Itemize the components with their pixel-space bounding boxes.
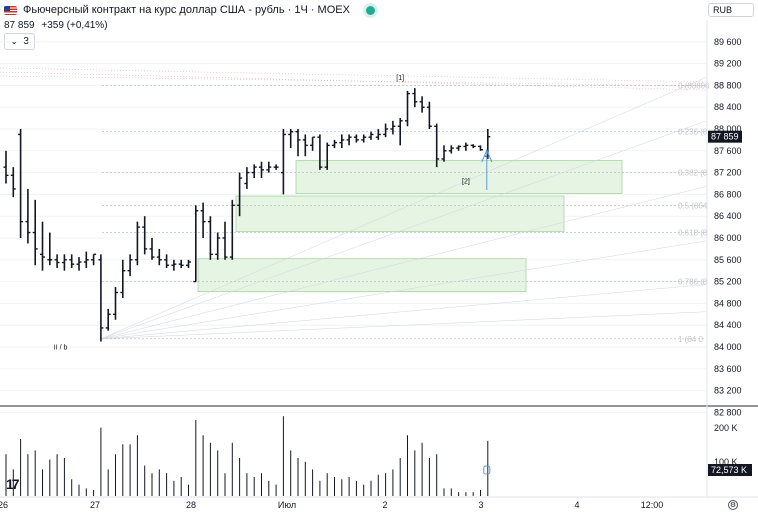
price-tick-label: 88 000: [714, 124, 742, 134]
price-tick-label: 88 400: [714, 102, 742, 112]
demand-zone: [197, 258, 527, 293]
fan-line: [100, 120, 707, 340]
wave-label: II / b: [54, 345, 68, 352]
fib-level-label: 0.382 (8: [678, 169, 708, 178]
fan-line: [100, 311, 707, 340]
event-marker-icon: [483, 465, 491, 475]
time-tick-label: 2: [382, 500, 387, 510]
last-price-marker: [708, 130, 742, 143]
resistance-line: [0, 71, 707, 91]
time-tick-label: 3: [478, 500, 483, 510]
price-tick-label: 84 400: [714, 320, 742, 330]
fib-level-label: 0.786 (8: [678, 278, 708, 287]
fib-level-label: 1 (84 0: [678, 335, 703, 344]
tradingview-logo-icon[interactable]: 17: [6, 476, 20, 492]
time-tick-label: Июл: [278, 500, 296, 510]
fib-level-label: 0.236 (8: [678, 128, 708, 137]
demand-zone: [235, 195, 565, 233]
wave-label: [2]: [462, 179, 470, 186]
fib-level-label: 0.618 (8: [678, 229, 708, 238]
volume-tick-label: 100 K: [714, 457, 738, 467]
gear-icon[interactable]: ⚙: [728, 500, 738, 510]
price-tick-label: 87 600: [714, 146, 742, 156]
price-tick-label: 88 800: [714, 80, 742, 90]
market-open-status-icon[interactable]: [365, 5, 375, 15]
volume-tick-label: 200 K: [714, 423, 738, 433]
price-summary: 87 859 +359 (+0,41%): [4, 20, 108, 31]
currency-selector[interactable]: RUB: [708, 3, 754, 17]
time-tick-label: 12:00: [641, 500, 664, 510]
price-tick-label: 85 200: [714, 277, 742, 287]
last-price-label: 87 859: [711, 132, 739, 142]
price-tick-label: 86 000: [714, 233, 742, 243]
fib-level-label: 0 (88806: [678, 81, 710, 90]
demand-zone: [295, 160, 623, 194]
fan-line: [100, 77, 707, 340]
price-tick-label: 87 200: [714, 168, 742, 178]
price-tick-label: 89 600: [714, 37, 742, 47]
time-tick-label: 27: [90, 500, 100, 510]
price-change: +359 (+0,41%): [41, 20, 108, 31]
chart-header: Фьючерсный контракт на курс доллар США -…: [0, 0, 700, 50]
price-tick-label: 82 800: [714, 407, 742, 417]
resistance-line: [0, 75, 707, 87]
time-tick-label: 28: [186, 500, 196, 510]
fan-line: [100, 284, 707, 340]
fan-line: [100, 240, 707, 340]
last-price: 87 859: [4, 20, 35, 31]
price-tick-label: 89 200: [714, 59, 742, 69]
fan-line: [100, 186, 707, 340]
arrow-head: [481, 148, 493, 163]
fib-level-label: 0.5 (864: [678, 201, 708, 210]
price-tick-label: 83 600: [714, 364, 742, 374]
price-tick-label: 83 200: [714, 386, 742, 396]
price-tick-label: 86 400: [714, 211, 742, 221]
resistance-line: [0, 67, 707, 83]
last-volume-marker: [708, 464, 752, 476]
price-tick-label: 85 600: [714, 255, 742, 265]
price-tick-label: 84 800: [714, 298, 742, 308]
symbol-title[interactable]: Фьючерсный контракт на курс доллар США -…: [23, 4, 350, 16]
price-tick-label: 84 000: [714, 342, 742, 352]
symbol-title-row[interactable]: Фьючерсный контракт на курс доллар США -…: [4, 4, 375, 16]
wave-label: [1]: [396, 75, 404, 82]
last-volume-label: 72,573 K: [711, 465, 747, 475]
time-tick-label: 26: [0, 500, 8, 510]
time-tick-label: 4: [574, 500, 579, 510]
price-tick-label: 86 800: [714, 189, 742, 199]
us-flag-icon: [4, 5, 17, 15]
